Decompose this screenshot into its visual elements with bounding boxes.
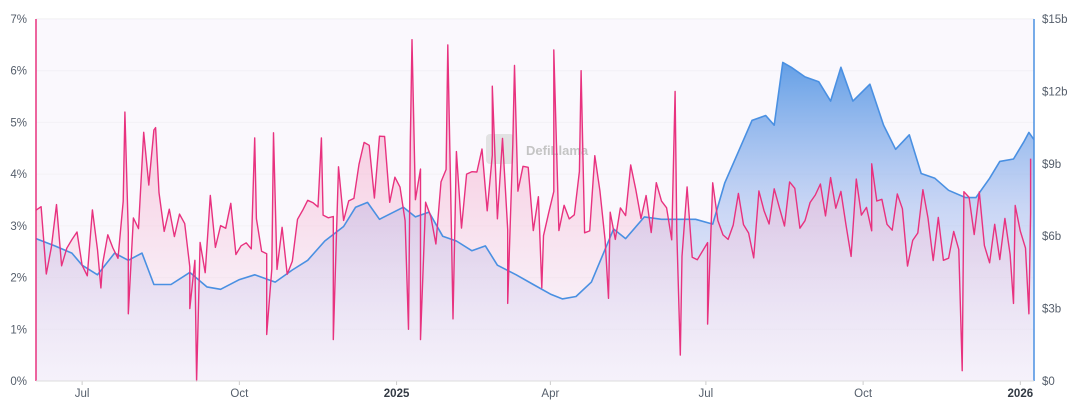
right-tick-label: $6b <box>1042 231 1061 243</box>
left-tick-label: 2% <box>10 273 27 285</box>
left-tick-label: 3% <box>10 221 27 233</box>
watermark-text: DefiLlama <box>526 143 589 158</box>
axes: 0% 1% 2% 3% 4% 5% 6% 7% $0 $3b $6b $9b $12b $15b Jul Oc… <box>10 14 1067 400</box>
x-tick-label: Oct <box>230 388 249 400</box>
right-tick-label: $3b <box>1042 304 1061 316</box>
x-tick-label: 2025 <box>384 388 410 400</box>
left-tick-label: 7% <box>10 14 27 26</box>
right-tick-label: $15b <box>1042 14 1068 26</box>
watermark-logo-icon <box>486 134 514 164</box>
apy-line <box>35 39 1032 382</box>
left-tick-label: 1% <box>10 324 27 336</box>
left-tick-label: 4% <box>10 169 27 181</box>
x-tick-label: Jul <box>75 388 90 400</box>
x-tick-label: Oct <box>854 388 873 400</box>
series-lines <box>35 39 1035 382</box>
right-tick-label: $12b <box>1042 86 1068 98</box>
right-tick-label: $0 <box>1042 376 1055 388</box>
x-tick-label: Jul <box>699 388 714 400</box>
left-tick-label: 0% <box>10 376 27 388</box>
left-tick-label: 5% <box>10 117 27 129</box>
tvl-line <box>35 61 1035 300</box>
x-tick-label: 2026 <box>1008 388 1034 400</box>
apy-area <box>36 39 1031 381</box>
left-tick-label: 6% <box>10 66 27 78</box>
right-tick-label: $9b <box>1042 159 1061 171</box>
area-fills <box>36 19 1034 382</box>
x-tick-label: Apr <box>541 388 559 400</box>
